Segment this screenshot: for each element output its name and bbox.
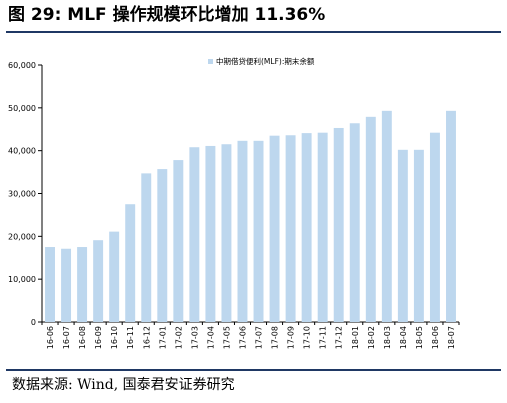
x-tick-label: 17-09	[287, 326, 296, 349]
figure-title: 图 29: MLF 操作规模环比增加 11.36%	[8, 5, 326, 25]
x-tick-label: 17-10	[303, 326, 312, 349]
legend-label: 中期借贷便利(MLF):期末余额	[216, 56, 315, 66]
x-tick-label: 16-08	[78, 326, 87, 349]
y-tick-label: 10,000	[8, 275, 36, 284]
bar-16-09	[93, 240, 104, 322]
x-tick-label: 18-04	[399, 326, 408, 349]
bar-17-10	[301, 133, 312, 322]
title-rule	[6, 31, 501, 33]
x-tick-label: 17-02	[174, 326, 183, 349]
source-rule	[6, 369, 501, 371]
x-tick-label: 17-11	[319, 326, 328, 349]
bar-17-09	[285, 135, 296, 322]
bar-18-05	[413, 149, 424, 322]
bar-17-06	[237, 140, 248, 322]
x-tick-label: 16-06	[46, 326, 55, 349]
bar-17-08	[269, 135, 280, 322]
bar-16-11	[125, 204, 136, 322]
y-tick-label: 60,000	[8, 61, 36, 70]
bar-18-04	[397, 149, 408, 322]
bar-17-03	[189, 147, 200, 322]
x-tick-label: 16-12	[142, 326, 151, 349]
y-tick-label: 0	[31, 318, 36, 327]
data-source: 数据来源: Wind, 国泰君安证券研究	[12, 377, 235, 393]
x-tick-label: 18-02	[367, 326, 376, 349]
x-tick-label: 17-07	[255, 326, 264, 349]
x-tick-label: 16-11	[126, 326, 135, 349]
x-tick-label: 17-04	[206, 326, 215, 349]
legend-swatch	[208, 59, 213, 64]
x-tick-label: 18-06	[431, 326, 440, 349]
bar-18-03	[381, 110, 392, 322]
bar-16-10	[109, 231, 120, 322]
y-tick-label: 50,000	[8, 104, 36, 113]
x-tick-label: 17-05	[222, 326, 231, 349]
x-tick-label: 18-03	[383, 326, 392, 349]
y-tick-label: 20,000	[8, 232, 36, 241]
bar-17-07	[253, 140, 264, 322]
x-tick-label: 18-05	[415, 326, 424, 349]
x-tick-label: 17-06	[238, 326, 247, 349]
bar-18-01	[349, 123, 360, 322]
x-tick-label: 17-01	[158, 326, 167, 349]
x-tick-label: 17-12	[335, 326, 344, 349]
bar-17-02	[173, 160, 184, 322]
y-tick-label: 40,000	[8, 147, 36, 156]
bar-17-12	[333, 127, 344, 322]
x-tick-label: 16-10	[110, 326, 119, 349]
bar-17-11	[317, 132, 328, 322]
bar-16-07	[61, 248, 72, 322]
bar-17-01	[157, 169, 168, 322]
y-tick-label: 30,000	[8, 190, 36, 199]
x-tick-label: 18-07	[447, 326, 456, 349]
x-tick-label: 17-03	[190, 326, 199, 349]
x-tick-label: 18-01	[351, 326, 360, 349]
bar-18-07	[446, 110, 456, 322]
x-tick-label: 17-08	[271, 326, 280, 349]
x-tick-label: 16-07	[62, 326, 71, 349]
bar-18-06	[429, 132, 440, 322]
bar-18-02	[365, 116, 376, 322]
bar-16-12	[141, 173, 152, 322]
bar-16-08	[77, 247, 88, 322]
bar-17-04	[205, 145, 216, 322]
x-tick-label: 16-09	[94, 326, 103, 349]
bar-17-05	[221, 144, 232, 322]
bar-16-06	[45, 247, 55, 322]
